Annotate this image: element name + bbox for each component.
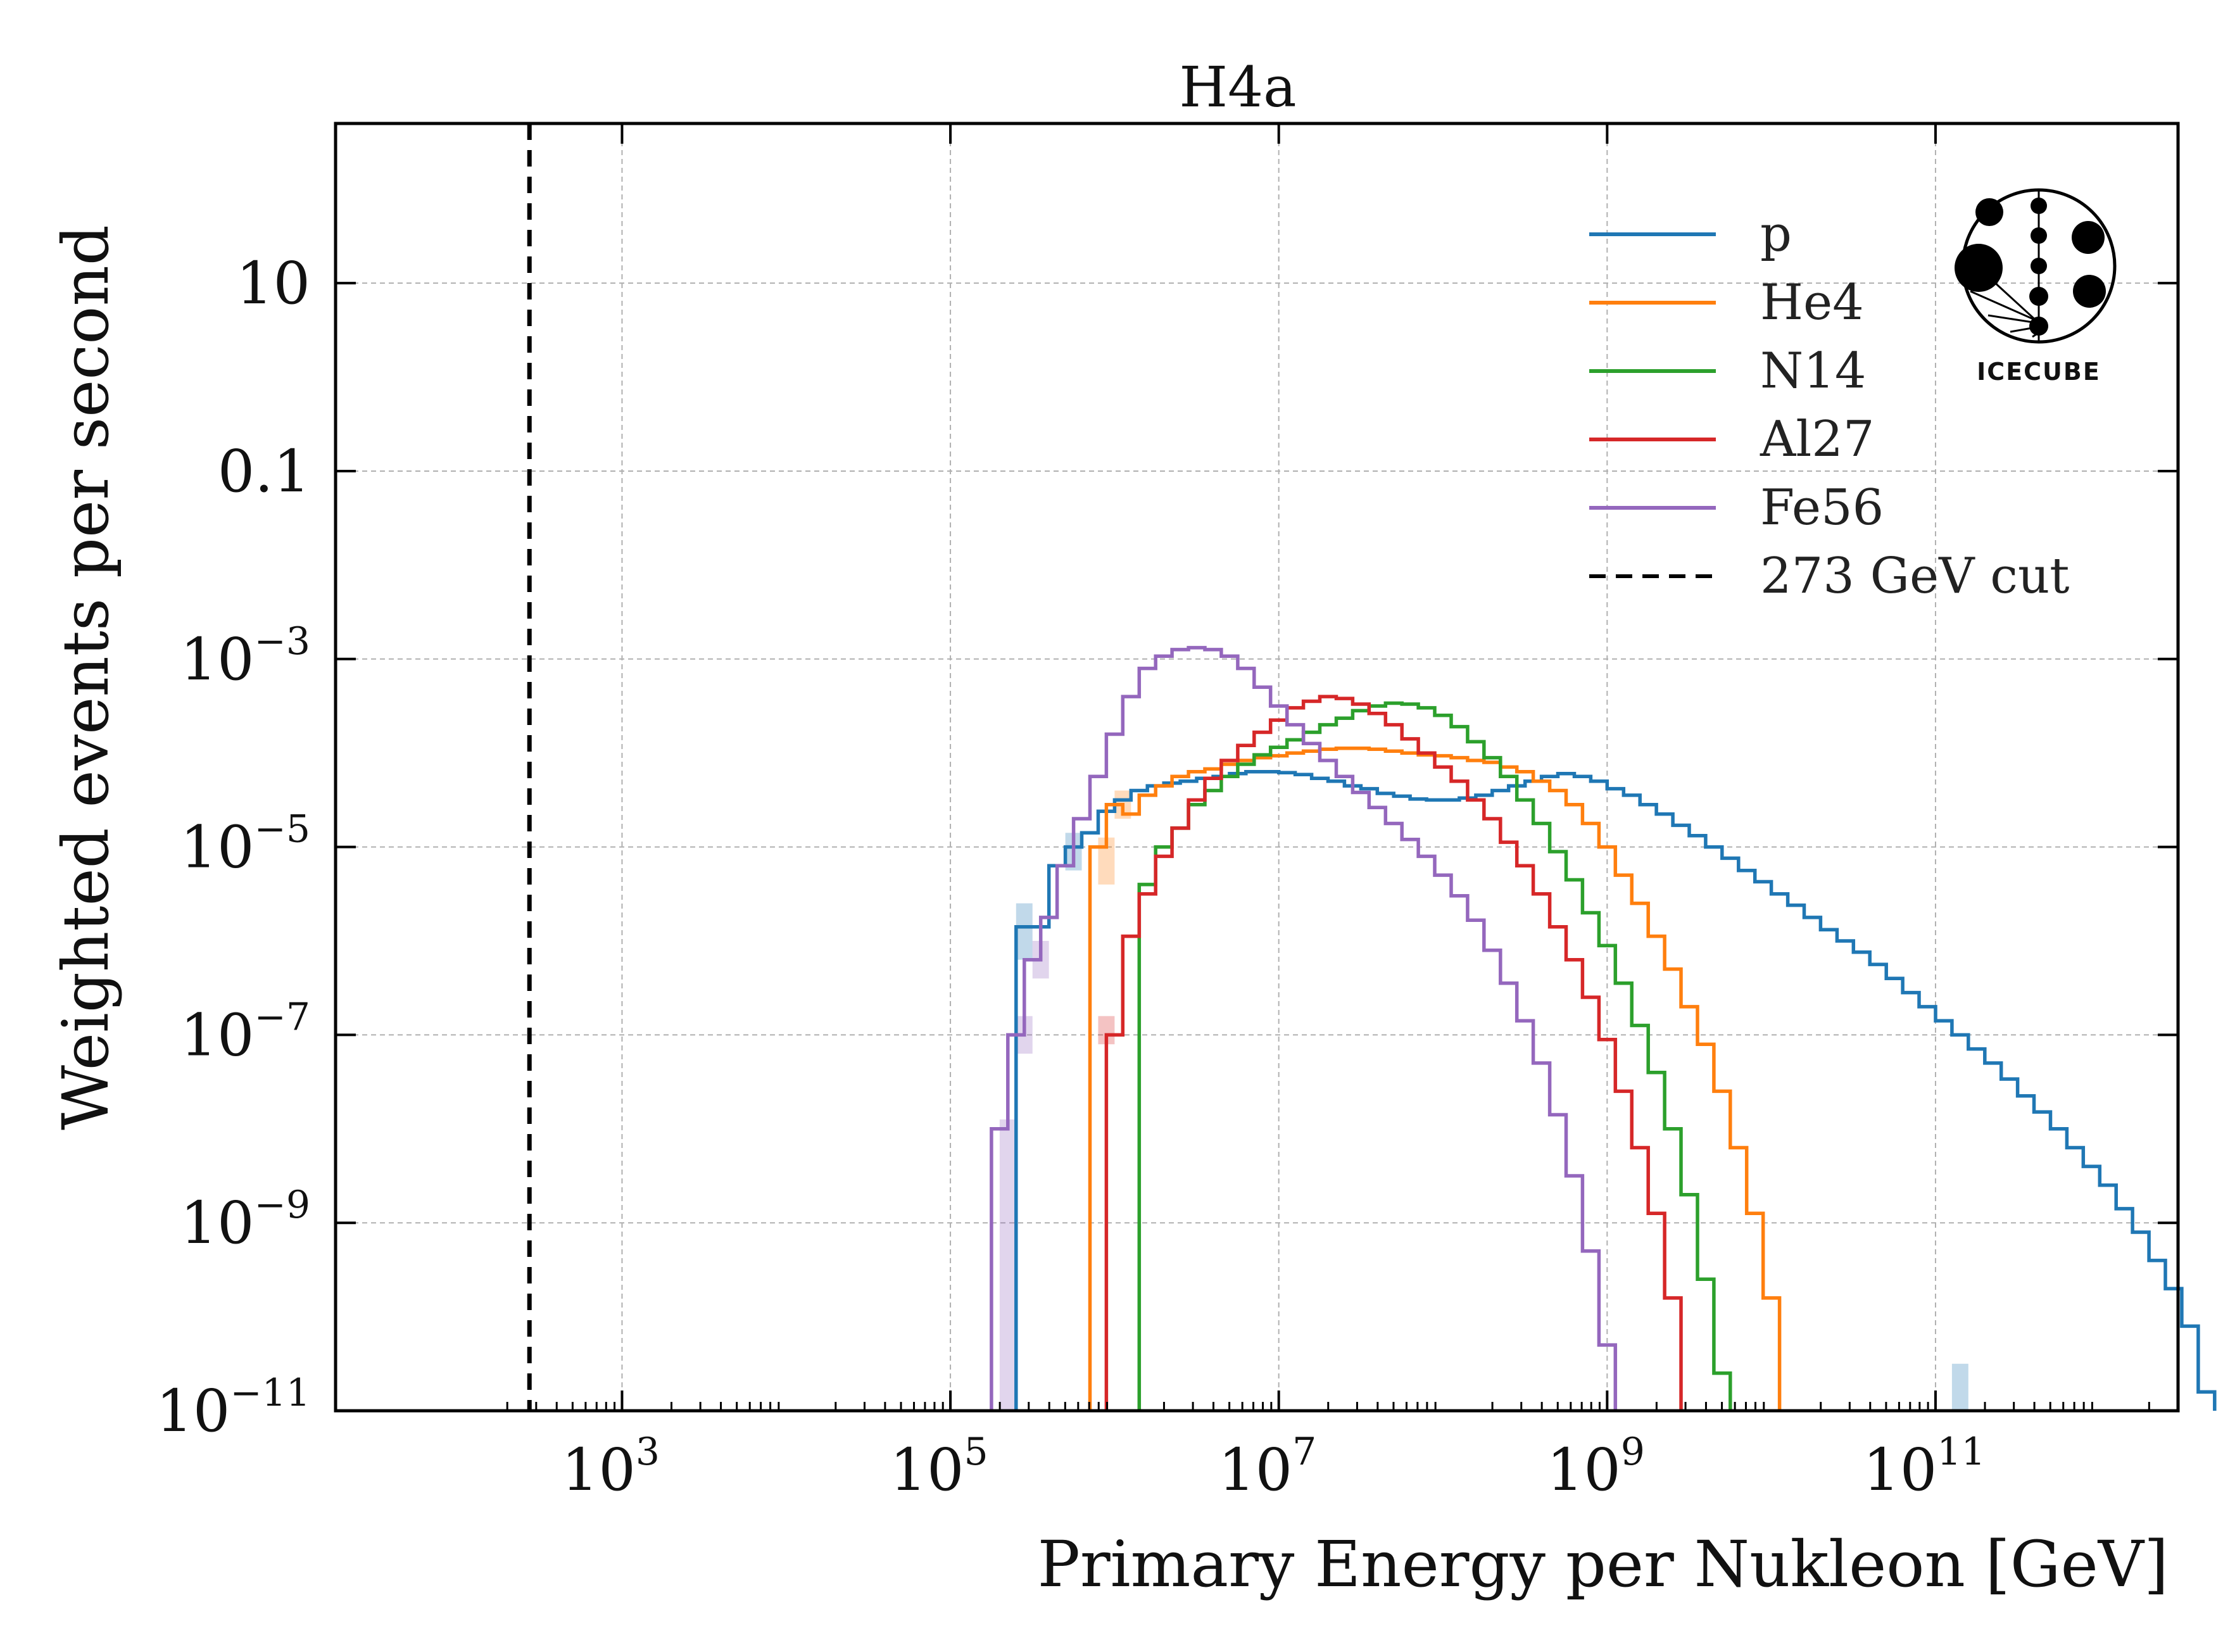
uncertainty-band — [1016, 903, 1033, 960]
y-tick-label: 0.1 — [218, 438, 310, 505]
x-tick-label: 105 — [890, 1430, 988, 1504]
y-tick-label: 10 — [236, 249, 310, 317]
y-tick-label: 10−9 — [180, 1183, 310, 1257]
y-tick-label: 10−3 — [180, 619, 310, 693]
legend: p He4 N14 Al27 Fe56 273 GeV cut — [1589, 206, 2070, 605]
icecube-logo: ICECUBE — [1955, 188, 2117, 386]
x-tick-label: 107 — [1218, 1430, 1316, 1504]
series-N14-line — [1137, 701, 1732, 1411]
legend-label: N14 — [1760, 343, 1867, 400]
uncertainty-band — [1951, 1363, 1968, 1411]
legend-label: Fe56 — [1760, 479, 1884, 536]
grid-lines — [336, 123, 2178, 1411]
y-axis-title: Weighted events per second — [49, 225, 123, 1130]
legend-item-series-Al27: Al27 — [1589, 411, 1875, 468]
legend-item-series-p: p — [1589, 206, 1792, 263]
x-tick-label: 103 — [562, 1430, 660, 1504]
series-lines — [990, 646, 2217, 1411]
legend-label: 273 GeV cut — [1760, 548, 2070, 605]
y-tick-label: 10−11 — [156, 1371, 310, 1445]
legend-item-series-He4: He4 — [1589, 274, 1864, 331]
legend-label: He4 — [1760, 274, 1864, 331]
plot-frame — [334, 122, 2180, 1413]
y-tick-label: 10−5 — [180, 807, 310, 881]
x-axis-title: Primary Energy per Nukleon [GeV] — [1038, 1527, 2169, 1601]
y-tick-label: 10−7 — [180, 995, 310, 1069]
legend-item-series-N14: N14 — [1589, 343, 1867, 400]
uncertainty-band — [999, 1119, 1016, 1411]
axis-ticks — [336, 123, 2179, 1412]
chart-title: H4a — [1179, 54, 1296, 120]
legend-item-series-Fe56: Fe56 — [1589, 479, 1884, 536]
icecube-logo-text: ICECUBE — [1977, 358, 2101, 386]
x-tick-label: 109 — [1547, 1430, 1645, 1504]
x-tick-labels: 103 105 107 109 1011 — [562, 1430, 1986, 1504]
series-Fe56-line — [990, 646, 1618, 1411]
legend-label: Al27 — [1760, 411, 1875, 468]
uncertainty-bands — [999, 790, 1968, 1411]
series-p-line — [1014, 770, 2217, 1411]
x-tick-label: 1011 — [1863, 1430, 1985, 1504]
y-tick-labels: 10 0.1 10−3 10−5 10−7 10−9 10−11 — [156, 249, 310, 1445]
series-Al27-line — [1104, 695, 1683, 1411]
legend-label: p — [1760, 206, 1792, 263]
legend-item-cut: 273 GeV cut — [1589, 548, 2070, 605]
